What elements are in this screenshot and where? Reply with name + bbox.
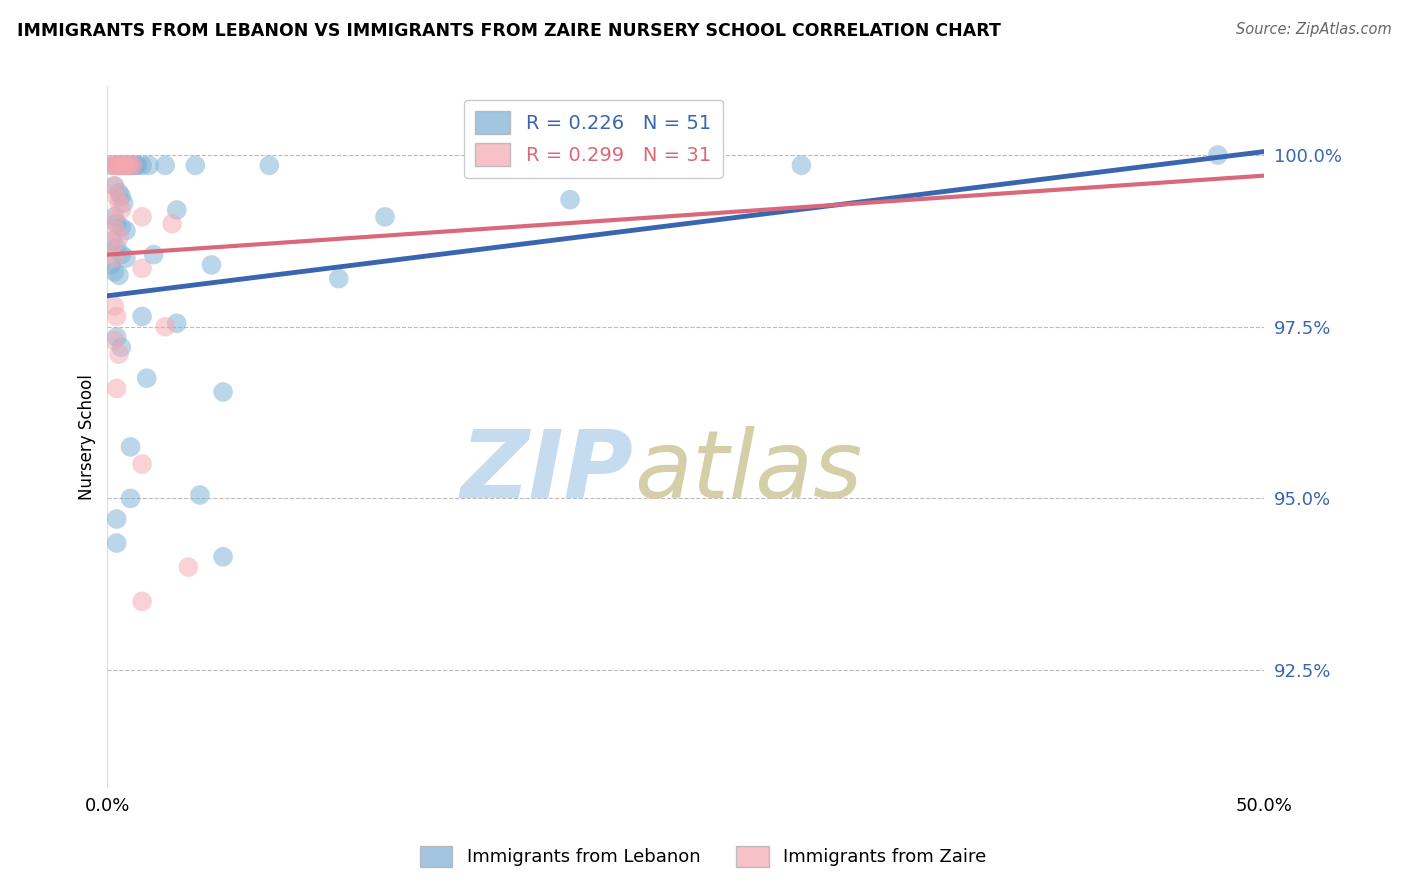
Point [103, 178, 125, 193]
Point [108, 186, 131, 200]
Point [110, 220, 132, 235]
Point [160, 217, 183, 231]
Point [103, 265, 125, 279]
Point [120, 440, 142, 454]
Text: ZIP: ZIP [461, 425, 634, 517]
Point [110, 158, 132, 172]
Point [103, 210, 125, 224]
Point [105, 310, 128, 324]
Point [108, 230, 131, 244]
Point [108, 268, 131, 283]
Point [112, 158, 135, 172]
Point [101, 213, 124, 227]
Point [105, 158, 128, 172]
Point [374, 210, 396, 224]
Point [100, 258, 122, 272]
Point [105, 189, 128, 203]
Point [103, 334, 125, 348]
Point [121, 158, 143, 172]
Point [103, 178, 125, 193]
Point [115, 251, 138, 265]
Point [155, 319, 177, 334]
Legend: R = 0.226   N = 51, R = 0.299   N = 31: R = 0.226 N = 51, R = 0.299 N = 31 [464, 100, 723, 178]
Point [131, 158, 153, 172]
Point [117, 158, 139, 172]
Point [101, 234, 124, 248]
Point [131, 261, 153, 276]
Point [259, 158, 281, 172]
Point [110, 189, 132, 203]
Point [124, 158, 146, 172]
Point [101, 158, 124, 172]
Point [105, 512, 128, 526]
Point [155, 158, 177, 172]
Point [188, 488, 211, 502]
Point [105, 330, 128, 344]
Point [105, 536, 128, 550]
Point [200, 258, 222, 272]
Point [328, 271, 350, 285]
Point [131, 310, 153, 324]
Point [121, 158, 143, 172]
Point [105, 241, 128, 255]
Legend: Immigrants from Lebanon, Immigrants from Zaire: Immigrants from Lebanon, Immigrants from… [412, 838, 994, 874]
Point [212, 384, 235, 399]
Point [131, 594, 153, 608]
Point [184, 158, 207, 172]
Point [110, 340, 132, 354]
Point [127, 158, 149, 172]
Point [120, 491, 142, 506]
Point [135, 371, 157, 385]
Point [115, 158, 138, 172]
Point [138, 158, 160, 172]
Point [131, 210, 153, 224]
Point [112, 196, 135, 211]
Point [166, 202, 188, 217]
Point [166, 316, 188, 330]
Point [103, 158, 125, 172]
Text: IMMIGRANTS FROM LEBANON VS IMMIGRANTS FROM ZAIRE NURSERY SCHOOL CORRELATION CHAR: IMMIGRANTS FROM LEBANON VS IMMIGRANTS FR… [17, 22, 1001, 40]
Point [558, 193, 581, 207]
Point [1206, 148, 1229, 162]
Point [101, 241, 124, 255]
Point [110, 158, 132, 172]
Y-axis label: Nursery School: Nursery School [79, 374, 96, 500]
Point [101, 158, 124, 172]
Point [108, 158, 131, 172]
Point [120, 158, 142, 172]
Point [212, 549, 235, 564]
Point [105, 158, 128, 172]
Point [110, 202, 132, 217]
Point [177, 560, 200, 574]
Point [115, 158, 138, 172]
Point [110, 247, 132, 261]
Text: atlas: atlas [634, 426, 862, 517]
Point [105, 217, 128, 231]
Point [142, 247, 165, 261]
Point [112, 158, 135, 172]
Point [103, 251, 125, 265]
Point [105, 382, 128, 396]
Point [104, 223, 127, 237]
Point [131, 457, 153, 471]
Point [120, 158, 142, 172]
Point [115, 223, 138, 237]
Point [117, 158, 139, 172]
Point [108, 196, 131, 211]
Text: Source: ZipAtlas.com: Source: ZipAtlas.com [1236, 22, 1392, 37]
Point [108, 347, 131, 361]
Point [103, 299, 125, 313]
Point [790, 158, 813, 172]
Point [108, 158, 131, 172]
